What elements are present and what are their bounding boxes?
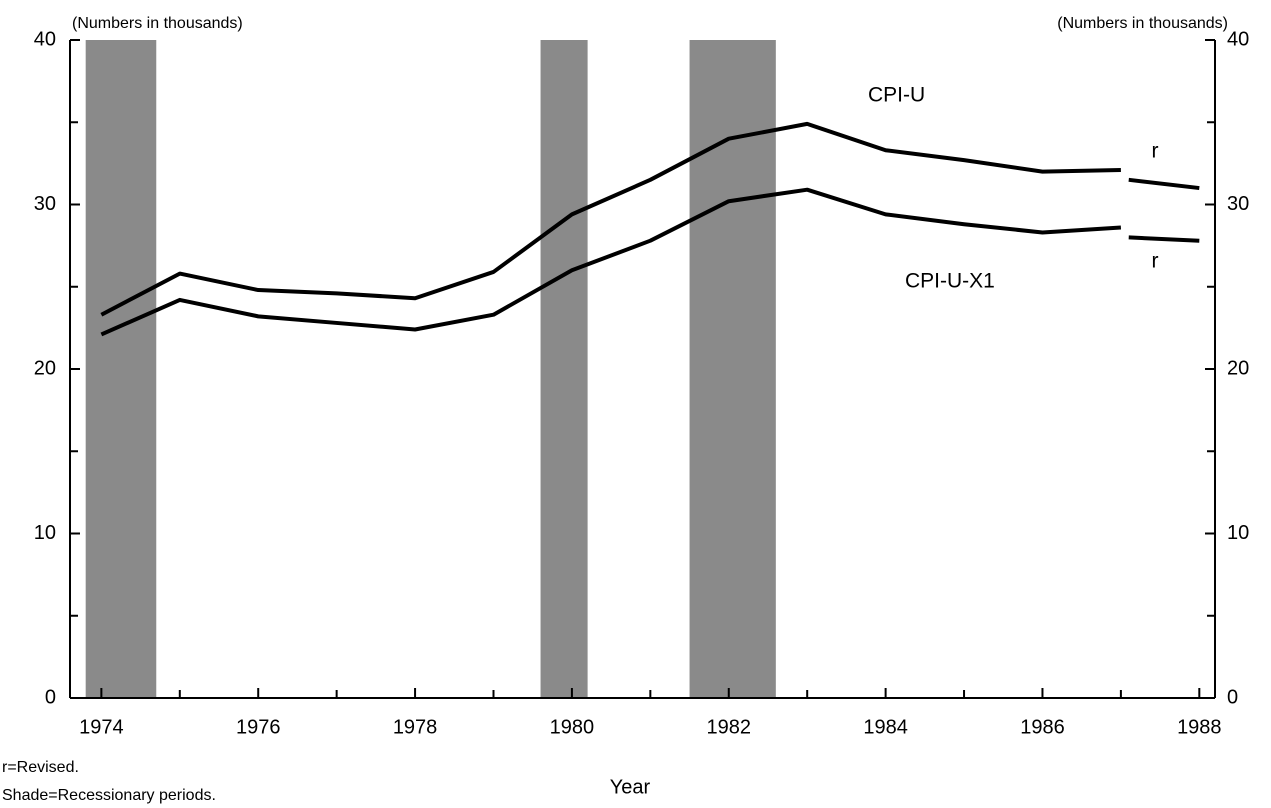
x-tick-label: 1982 [707, 716, 752, 738]
y-tick-label: 30 [34, 193, 56, 215]
x-tick-label: 1984 [863, 716, 908, 738]
y2-tick-label: 30 [1227, 193, 1249, 215]
y-tick-label: 20 [34, 357, 56, 379]
note: Shade=Recessionary periods. [2, 787, 216, 804]
series-line [100, 187, 1122, 337]
x-tick-label: 1978 [393, 716, 438, 738]
x-tick-label: 1976 [236, 716, 281, 738]
y2-tick-label: 0 [1227, 686, 1238, 708]
recession-shade [540, 40, 588, 698]
right-axis-label: (Numbers in thousands) [1057, 15, 1228, 32]
y-tick-label: 0 [45, 686, 56, 708]
series-line [1128, 177, 1200, 191]
x-tick-label: 1980 [550, 716, 595, 738]
x-tick-label: 1974 [79, 716, 124, 738]
series-label: r [1152, 140, 1159, 163]
x-tick-label: 1986 [1020, 716, 1065, 738]
note: r=Revised. [2, 759, 79, 776]
series-label: r [1152, 250, 1159, 273]
series-line [1128, 235, 1200, 243]
y2-tick-label: 10 [1227, 522, 1249, 544]
recession-shade [85, 40, 157, 698]
y-tick-label: 40 [34, 28, 56, 50]
y-tick-label: 10 [34, 522, 56, 544]
x-tick-label: 1988 [1177, 716, 1222, 738]
series-label: CPI-U-X1 [905, 270, 995, 293]
y2-tick-label: 20 [1227, 357, 1249, 379]
x-axis-label: Year [610, 776, 651, 798]
series-label: CPI-U [868, 84, 925, 107]
y2-tick-label: 40 [1227, 28, 1249, 50]
series-line [100, 121, 1121, 317]
left-axis-label: (Numbers in thousands) [72, 15, 243, 32]
